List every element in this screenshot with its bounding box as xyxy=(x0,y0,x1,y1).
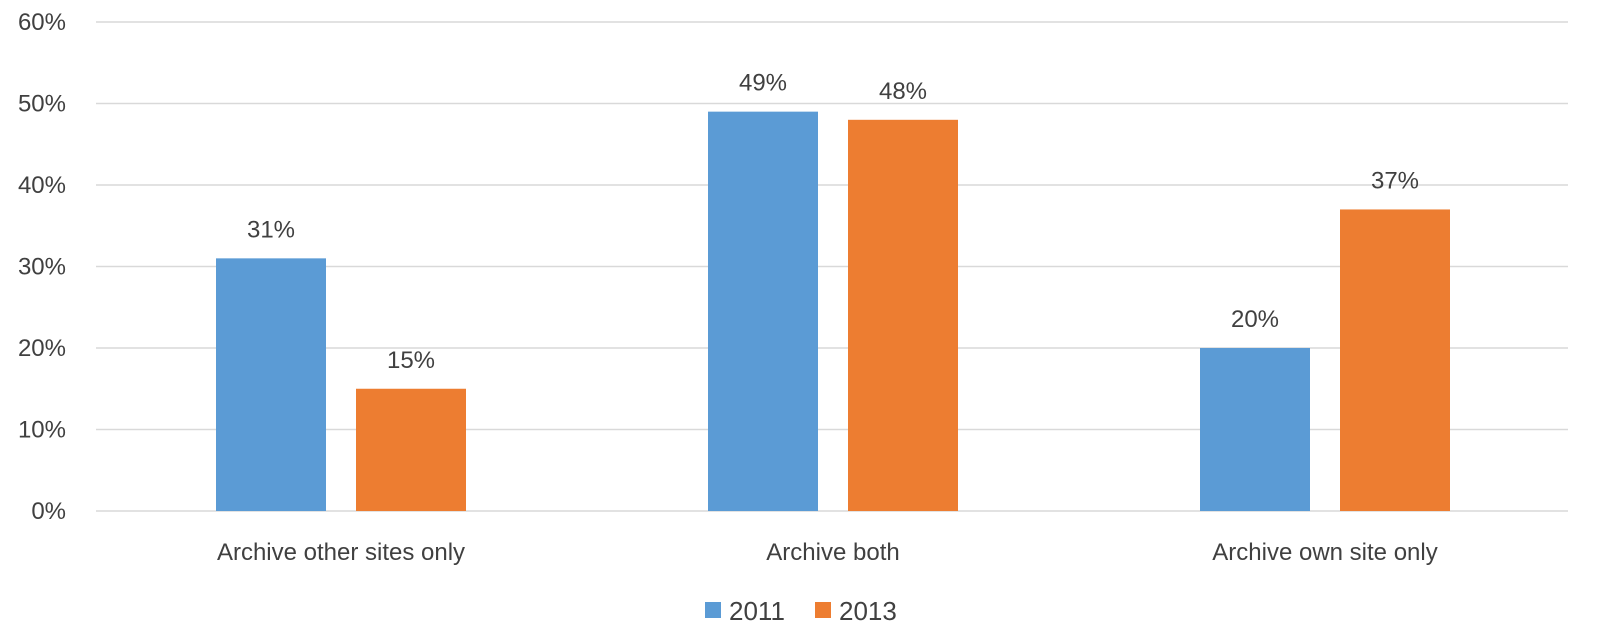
bar-2011-1 xyxy=(708,111,818,512)
data-label-2013-1: 48% xyxy=(879,78,927,105)
y-tick-label: 30% xyxy=(18,254,66,281)
data-label-2011-0: 31% xyxy=(247,216,295,243)
legend: 2011 2013 xyxy=(705,596,897,626)
x-category-label: Archive other sites only xyxy=(217,539,465,566)
x-category-label: Archive both xyxy=(766,539,899,566)
legend-swatch-2011 xyxy=(705,602,721,618)
bars xyxy=(216,111,1450,512)
bar-2013-2 xyxy=(1340,209,1450,511)
legend-label-2011: 2011 xyxy=(729,596,785,626)
y-tick-label: 60% xyxy=(18,9,66,36)
y-tick-label: 20% xyxy=(18,335,66,362)
x-axis: Archive other sites only Archive both Arch… xyxy=(217,539,1438,566)
data-label-2011-2: 20% xyxy=(1231,306,1279,333)
y-tick-label: 10% xyxy=(18,417,66,444)
bar-2011-0 xyxy=(216,258,326,511)
x-category-label: Archive own site only xyxy=(1212,539,1437,566)
legend-swatch-2013 xyxy=(815,602,831,618)
data-labels: 31% 15% 49% 48% 20% 37% xyxy=(247,70,1419,374)
y-axis: 0% 10% 20% 30% 40% 50% 60% xyxy=(18,9,66,525)
bar-2013-1 xyxy=(848,119,958,512)
y-tick-label: 0% xyxy=(31,498,66,525)
data-label-2013-2: 37% xyxy=(1371,167,1419,194)
bar-2011-2 xyxy=(1200,348,1310,511)
gridlines xyxy=(96,21,1568,512)
y-tick-label: 40% xyxy=(18,172,66,199)
data-label-2011-1: 49% xyxy=(739,70,787,97)
legend-label-2013: 2013 xyxy=(839,596,897,626)
bar-2013-0 xyxy=(356,388,466,511)
data-label-2013-0: 15% xyxy=(387,347,435,374)
y-tick-label: 50% xyxy=(18,91,66,118)
